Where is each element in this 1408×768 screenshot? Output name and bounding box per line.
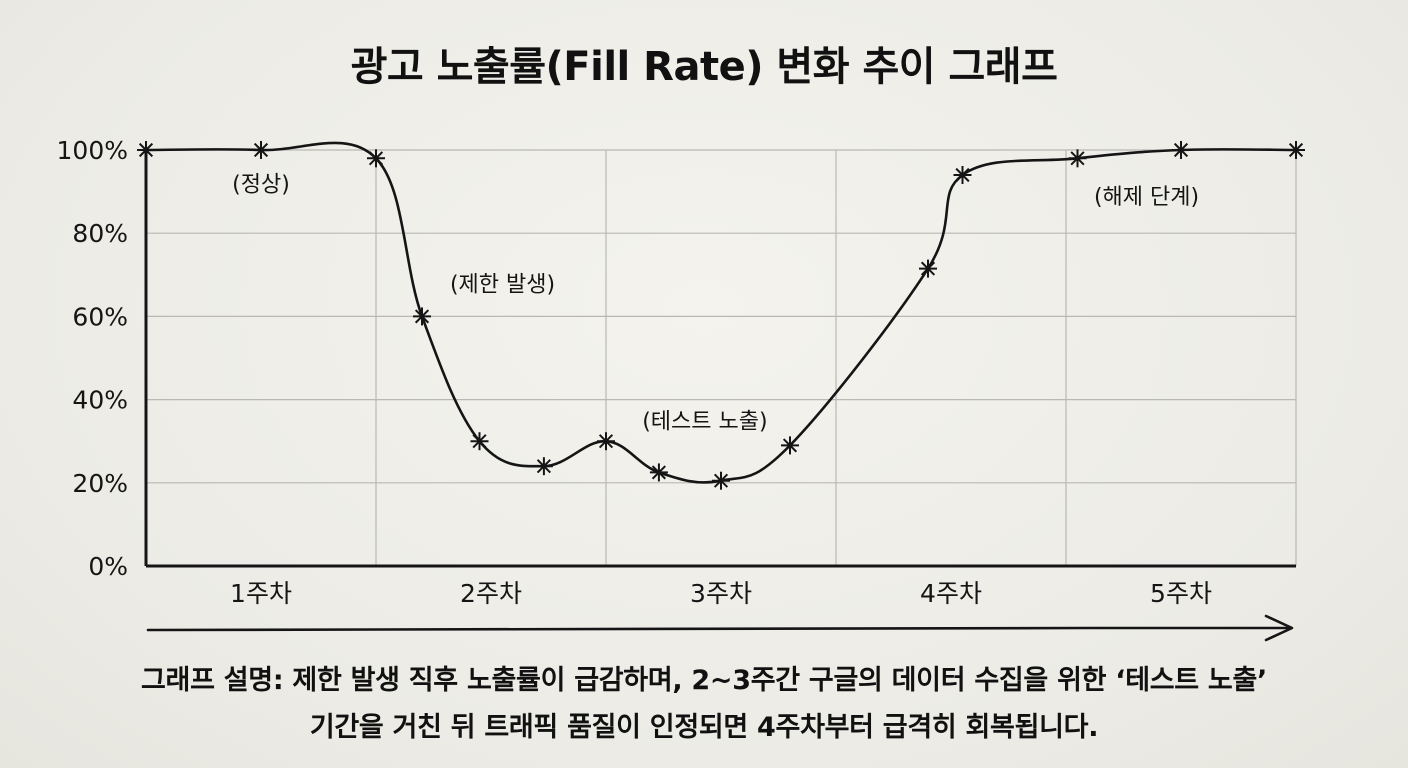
x-tick-label: 3주차 [690, 579, 752, 608]
arrow-shaft [146, 626, 1292, 632]
data-markers [137, 141, 1305, 490]
caption-line-1: 그래프 설명: 제한 발생 직후 노출률이 급감하며, 2~3주간 구글의 데이… [141, 665, 1267, 696]
data-point [137, 141, 155, 159]
annotation-label: (정상) [232, 173, 290, 198]
data-point [953, 166, 972, 184]
data-point [470, 432, 489, 451]
y-tick-label: 0% [88, 552, 128, 581]
y-tick-label: 80% [72, 219, 128, 248]
y-tick-label: 100% [57, 136, 128, 165]
y-tick-label: 20% [72, 469, 128, 498]
annotation-label: (해제 단계) [1094, 185, 1199, 210]
x-tick-label: 5주차 [1150, 579, 1212, 608]
axes [144, 150, 1296, 568]
data-point [919, 259, 937, 278]
annotation-label: (테스트 노출) [642, 410, 767, 435]
annotations: (정상) (제한 발생) (테스트 노출) (해제 단계) [232, 173, 1199, 435]
series-line [144, 141, 1298, 484]
x-tick-label: 4주차 [920, 579, 982, 608]
x-tick-labels: 1주차 2주차 3주차 4주차 5주차 [230, 579, 1212, 608]
y-tick-labels: 0% 20% 40% 60% 80% 100% [57, 136, 128, 581]
annotation-label: (제한 발생) [450, 272, 555, 297]
y-tick-label: 40% [72, 386, 128, 415]
time-arrow [146, 614, 1294, 642]
data-point [534, 457, 553, 476]
caption-line-2: 기간을 거친 뒤 트래픽 품질이 인정되면 4주차부터 급격히 회복됩니다. [309, 712, 1099, 743]
chart-title: 광고 노출률(Fill Rate) 변화 추이 그래프 [350, 44, 1058, 90]
arrow-head [1264, 614, 1294, 642]
data-point [1068, 149, 1087, 168]
data-point [781, 436, 799, 455]
data-point [413, 307, 431, 326]
grid [146, 149, 1297, 566]
x-tick-label: 1주차 [230, 579, 292, 608]
data-point [649, 463, 668, 482]
x-tick-label: 2주차 [460, 579, 522, 608]
data-point [1287, 141, 1305, 159]
data-point [712, 471, 730, 490]
fill-rate-line-chart: 0%20%40%60%80%100% 1주차 2주차 3주차 4주차 5주차 (정상)(… [57, 136, 1305, 642]
data-point [1172, 141, 1190, 159]
data-point [252, 141, 270, 159]
data-point [597, 432, 615, 451]
data-point [367, 149, 385, 168]
y-tick-label: 60% [72, 302, 128, 331]
